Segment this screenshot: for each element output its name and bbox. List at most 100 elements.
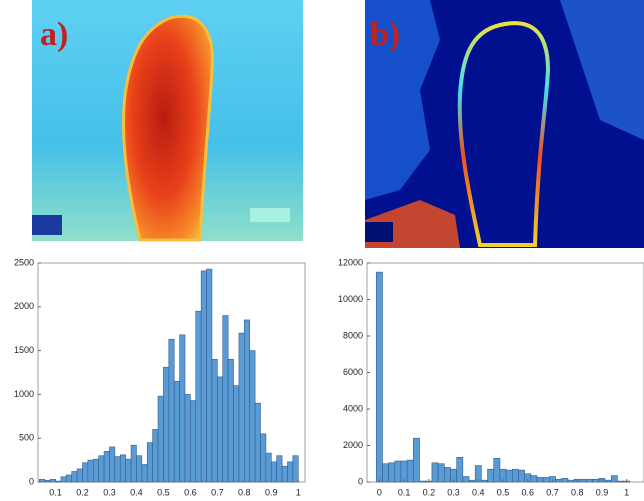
- x-tick-label: 1: [296, 487, 301, 497]
- bar: [173, 380, 180, 483]
- bar: [44, 479, 51, 483]
- y-tick-label: 12000: [338, 257, 363, 267]
- bar: [462, 476, 470, 483]
- bar: [227, 359, 234, 483]
- bar: [217, 376, 224, 483]
- bar: [152, 429, 159, 483]
- bar: [238, 332, 245, 483]
- bar: [493, 457, 501, 483]
- bar: [92, 458, 99, 483]
- bar: [114, 456, 121, 483]
- x-tick-label: 0.1: [398, 487, 411, 497]
- bar: [109, 446, 116, 483]
- y-tick-label: 0: [29, 476, 34, 486]
- bar: [55, 480, 62, 483]
- bar: [443, 467, 451, 483]
- x-tick-label: 0.1: [49, 487, 62, 497]
- bar: [561, 478, 569, 483]
- bar: [157, 395, 164, 483]
- bar: [233, 385, 240, 483]
- bar: [249, 350, 256, 483]
- x-tick-label: 0.6: [184, 487, 197, 497]
- bar: [292, 455, 299, 483]
- bar: [610, 475, 618, 483]
- bar: [431, 462, 439, 483]
- bar: [413, 437, 420, 483]
- panel-label: b): [370, 16, 400, 53]
- bar: [206, 268, 213, 483]
- bar: [530, 475, 538, 483]
- bar: [406, 459, 414, 483]
- bar: [244, 319, 251, 483]
- bar: [468, 479, 476, 483]
- bar: [71, 471, 78, 483]
- bar: [487, 468, 495, 483]
- y-tick-label: 2000: [343, 440, 363, 450]
- bar: [419, 480, 427, 483]
- y-tick-label: 2000: [14, 301, 34, 311]
- bar: [168, 338, 175, 483]
- x-tick-label: 0.7: [546, 487, 559, 497]
- bar: [146, 442, 153, 483]
- bar: [265, 452, 272, 483]
- bar: [49, 479, 56, 483]
- x-tick-label: 0.9: [596, 487, 609, 497]
- x-tick-label: 0.5: [157, 487, 170, 497]
- bar: [190, 400, 197, 483]
- bar: [394, 460, 402, 483]
- x-tick-label: 0.7: [211, 487, 224, 497]
- y-tick-label: 1000: [14, 389, 34, 399]
- bar: [270, 461, 277, 483]
- x-tick-label: 0.9: [265, 487, 278, 497]
- bar: [87, 459, 94, 483]
- y-tick-label: 8000: [343, 330, 363, 340]
- bar: [437, 463, 445, 483]
- bar: [119, 454, 126, 483]
- bar: [82, 462, 89, 483]
- y-tick-label: 2500: [14, 257, 34, 267]
- panel-label: a): [40, 16, 68, 53]
- bar: [400, 460, 408, 483]
- x-tick-label: 0: [377, 487, 382, 497]
- bar: [184, 394, 191, 483]
- bar: [125, 458, 132, 483]
- bar: [512, 468, 519, 483]
- y-tick-label: 4000: [343, 403, 363, 413]
- bar: [456, 457, 464, 483]
- bar: [211, 359, 218, 483]
- bar: [141, 464, 148, 483]
- bar: [505, 469, 513, 483]
- bar: [375, 271, 383, 483]
- y-tick-label: 500: [19, 433, 34, 443]
- x-tick-label: 0.5: [497, 487, 510, 497]
- bar: [567, 479, 575, 483]
- bar: [276, 455, 283, 483]
- y-tick-label: 6000: [343, 367, 363, 377]
- bar: [281, 465, 288, 483]
- bar: [163, 366, 170, 483]
- plot-area: [366, 262, 644, 483]
- x-tick-label: 0.4: [472, 487, 485, 497]
- x-tick-label: 0.2: [423, 487, 436, 497]
- bar: [542, 477, 550, 483]
- histogram: 0 2000 4000 6000 8000 10000 12000 0 0.1 0.2 0.3 0.4…: [338, 257, 644, 497]
- bar: [260, 433, 267, 483]
- bar: [179, 334, 186, 483]
- x-tick-label: 0.3: [103, 487, 116, 497]
- x-tick-label: 0.6: [522, 487, 535, 497]
- bar: [130, 444, 137, 483]
- bar: [604, 479, 612, 483]
- thermal-image-b: [365, 0, 644, 248]
- y-tick-label: 0: [358, 476, 363, 486]
- bar: [254, 402, 261, 483]
- bar: [76, 468, 83, 483]
- y-tick-label: 1500: [14, 345, 34, 355]
- bar: [388, 462, 396, 483]
- bar: [617, 480, 624, 483]
- bar: [555, 478, 563, 483]
- bar: [586, 478, 593, 483]
- thermal-image-a: [32, 0, 303, 242]
- bar: [592, 478, 600, 483]
- bar: [382, 463, 389, 483]
